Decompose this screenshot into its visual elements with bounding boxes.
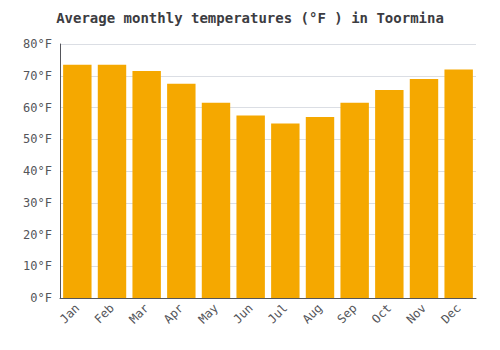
svg-text:80°F: 80°F [23,37,52,51]
svg-text:Mar: Mar [126,301,151,326]
svg-text:60°F: 60°F [23,101,52,115]
svg-text:Nov: Nov [404,301,429,326]
svg-text:Jul: Jul [265,301,290,326]
svg-text:Feb: Feb [92,301,117,326]
svg-text:Apr: Apr [161,301,186,326]
svg-text:50°F: 50°F [23,132,52,146]
svg-text:30°F: 30°F [23,196,52,210]
svg-text:Average monthly temperatures (: Average monthly temperatures (°F ) in To… [56,10,444,26]
svg-text:Oct: Oct [369,301,394,326]
svg-text:20°F: 20°F [23,228,52,242]
svg-text:10°F: 10°F [23,259,52,273]
svg-text:40°F: 40°F [23,164,52,178]
svg-text:Sep: Sep [334,301,359,326]
svg-text:Jan: Jan [57,301,82,326]
svg-text:May: May [196,301,221,326]
svg-text:0°F: 0°F [30,291,52,305]
svg-text:Aug: Aug [300,301,325,326]
svg-text:70°F: 70°F [23,69,52,83]
svg-text:Dec: Dec [438,301,463,326]
svg-text:Jun: Jun [230,301,255,326]
